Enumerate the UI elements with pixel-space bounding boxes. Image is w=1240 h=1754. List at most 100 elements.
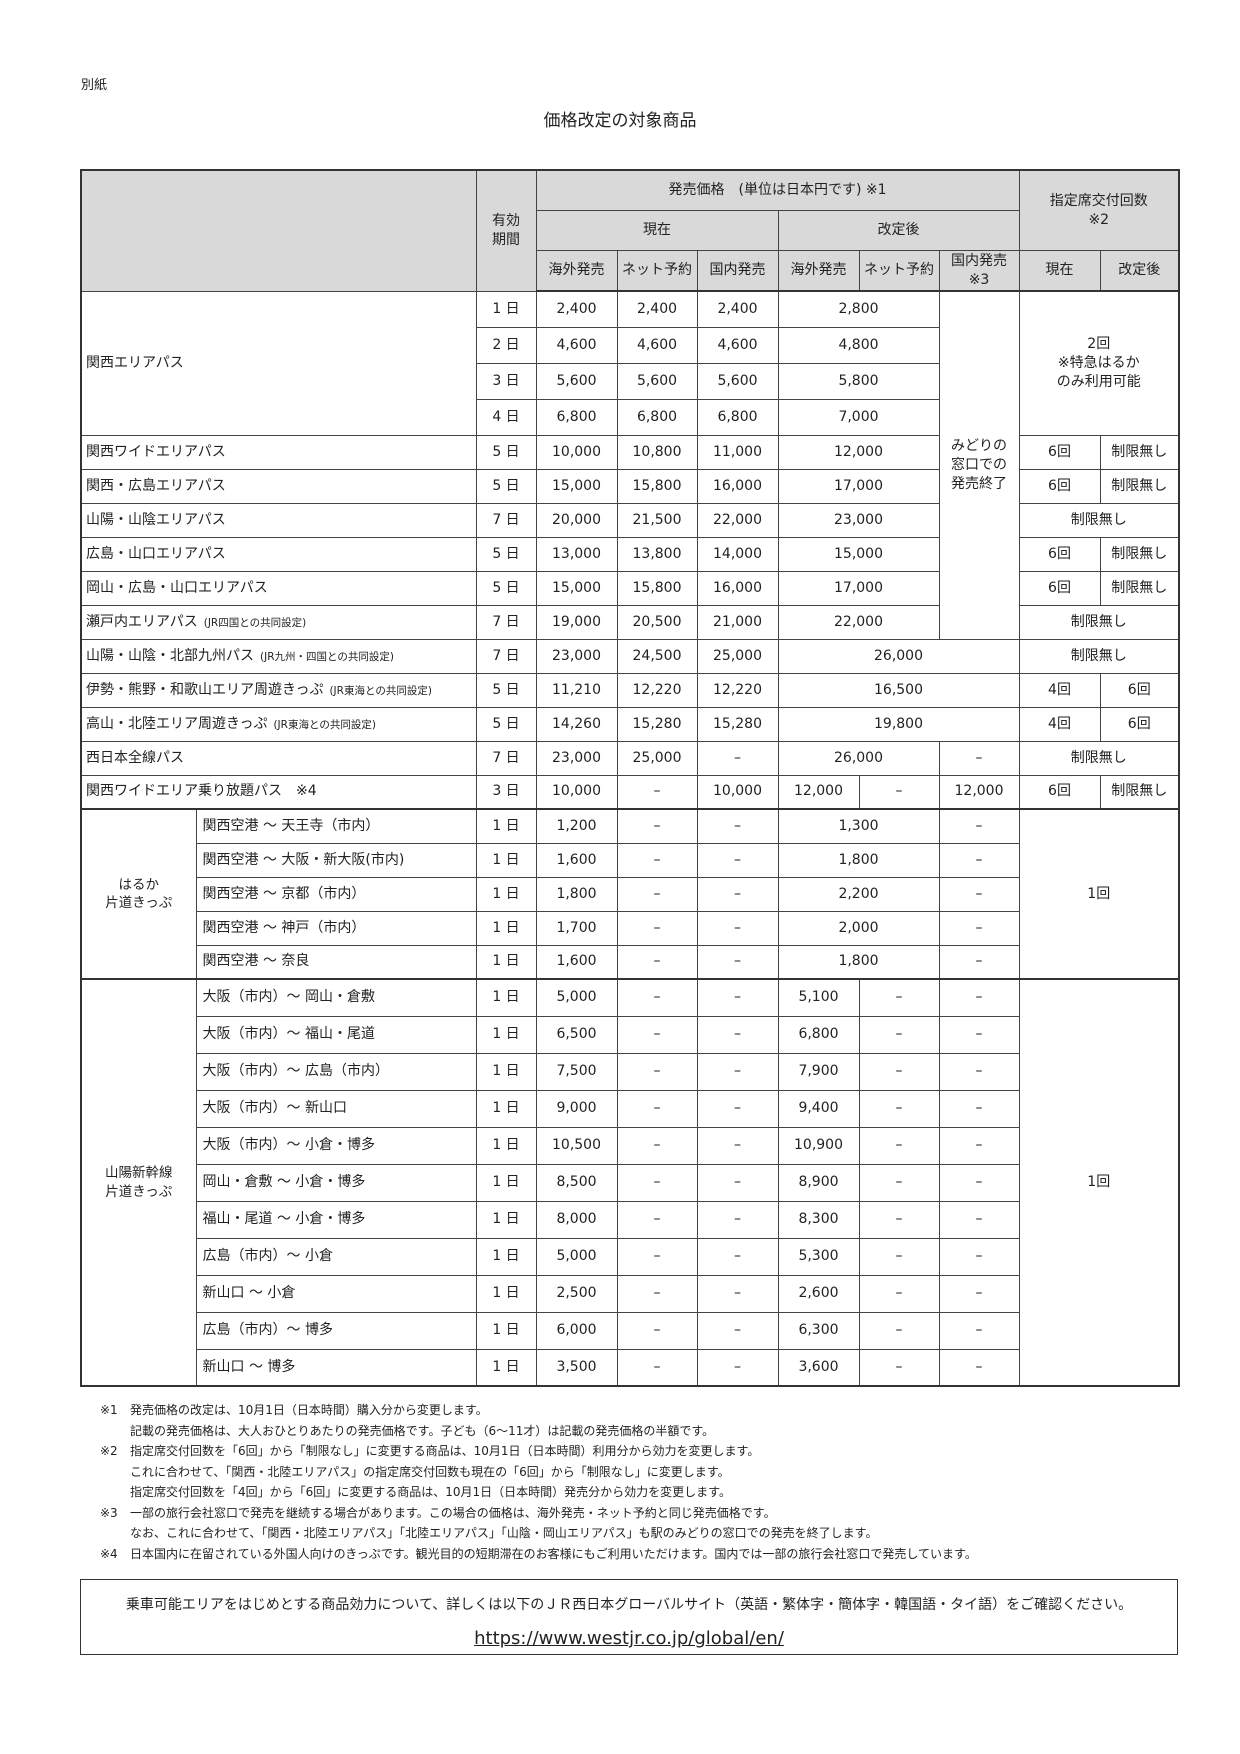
cell-text: 岡山・倉敷 ～ 小倉・博多 [202,1174,366,1191]
table-cell: – [696,1089,779,1128]
table-cell: – [938,876,1020,912]
table-row: 大阪（市内）～ 広島（市内） 1 日 7,500– –7,900– – [81,1052,1179,1091]
table-row: 関西空港 ～ 京都（市内） 1 日 1,800– –2,200– [81,876,1179,912]
table-cell: 制限無し [1018,604,1180,640]
cell-text: 福山・尾道 ～ 小倉・博多 [202,1211,366,1228]
table-row: 新山口 ～ 博多 1 日 3,500– –3,600– – [81,1348,1179,1387]
cell-text: 山陽新幹線 片道きっぷ [105,1165,173,1200]
cell-text: 山陽・山陰エリアパス [86,511,226,528]
table-cell: – [938,1089,1020,1128]
table-cell: 7,500 [535,1052,618,1091]
table-cell: 2回 ※特急はるか のみ利用可能 [1018,290,1180,436]
table-cell: 5,800 [777,362,940,400]
cell-text: 大阪（市内）～ 広島（市内） [202,1063,389,1080]
table-cell: 14,260 [535,706,618,742]
column-header: 国内発売 ※3 [938,250,1020,292]
table-cell: 5 日 [475,468,537,504]
table-cell: – [616,910,698,946]
table-row: 西日本全線パス 7 日 23,000 25,000–26,000– 制限無し [80,740,1180,776]
product-name: 山陽・山陰エリアパス [80,502,477,538]
table-cell: 8,900 [777,1163,860,1202]
route-name: 福山・尾道 ～ 小倉・博多 [195,1200,477,1239]
table-cell: 6回 [1099,672,1180,708]
column-header: ネット予約 [616,250,698,292]
table-cell: – [858,1274,940,1313]
table-cell: 2,400 [535,290,618,328]
cell-text: 関西・広島エリアパス [86,477,226,494]
table-cell: 5 日 [475,570,537,606]
table-cell: 1,800 [535,876,618,912]
shinkansen-section: 山陽新幹線 片道きっぷ 大阪（市内）～ 岡山・倉敷 1 日 5,000– –5,100–… [80,978,1180,1387]
table-cell: – [616,808,698,844]
table-cell: 26,000 [777,638,1020,674]
table-cell: – [696,1200,779,1239]
global-site-link[interactable]: https://www.westjr.co.jp/global/en/ [474,1628,784,1649]
table-cell: 4,600 [535,326,618,364]
table-cell: – [696,1311,779,1350]
table-cell: 13,000 [535,536,618,572]
table-cell: – [696,1163,779,1202]
table-cell: 10,900 [777,1126,860,1165]
table-cell: 25,000 [696,638,779,674]
footnote-text: 発売価格の改定は、10月1日（日本時間）購入分から変更します。 [130,1403,488,1417]
product-name: 広島・山口エリアパス [80,536,477,572]
table-row: 伊勢・熊野・和歌山エリア周遊きっぷ (JR東海との共同設定) 5 日 11,210 12… [80,672,1180,708]
column-header: 有効 期間 [475,169,537,292]
product-name: 山陽・山陰・北部九州パス (JR九州・四国との共同設定) [80,638,477,674]
table-cell: – [858,1163,940,1202]
table-cell: – [858,1126,940,1165]
table-cell: 7 日 [475,638,537,674]
table-cell: – [616,1200,698,1239]
column-header: 改定後 [1099,250,1180,292]
table-cell: 15,280 [616,706,698,742]
table-cell: 10,000 [535,434,618,470]
table-cell: 5 日 [475,536,537,572]
route-name: 大阪（市内）～ 小倉・博多 [195,1126,477,1165]
cell-text: 広島（市内）～ 博多 [202,1322,333,1339]
joint-setting-note: (JR四国との共同設定) [203,616,307,629]
column-header: 海外発売 [777,250,860,292]
table-cell: みどりの 窓口での 発売終了 [938,290,1020,640]
table-cell: 1,700 [535,910,618,946]
table-cell: – [938,1311,1020,1350]
footnote: ※3 一部の旅行会社窓口で発売を継続する場合があります。この場合の価格は、海外発売… [100,1503,977,1524]
table-cell: 16,000 [696,570,779,606]
info-box: 乗車可能エリアをはじめとする商品効力について、詳しくは以下のＪＲ西日本グローバル… [80,1579,1178,1655]
table-cell: 19,800 [777,706,1020,742]
table-cell: – [858,1015,940,1054]
table-cell: 制限無し [1018,740,1180,776]
table-cell: 5,100 [777,978,860,1017]
table-cell: 10,500 [535,1126,618,1165]
table-row: 大阪（市内）～ 小倉・博多 1 日 10,500– –10,900– – [81,1126,1179,1165]
route-name: 関西空港 ～ 天王寺（市内） [195,808,477,844]
table-cell: 26,000 [777,740,940,776]
table-cell: – [616,1015,698,1054]
table-cell: 9,000 [535,1089,618,1128]
product-name: 関西ワイドエリアパス [80,434,477,470]
cell-text: 関西空港 ～ 天王寺（市内） [202,817,380,834]
table-cell: 4,600 [696,326,779,364]
joint-setting-note: (JR東海との共同設定) [329,684,432,697]
table-cell: – [616,876,698,912]
route-name: 大阪（市内）～ 岡山・倉敷 [195,978,477,1017]
product-name: 関西ワイドエリア乗り放題パス ※4 [80,774,477,810]
table-cell: – [616,1237,698,1276]
table-cell: 3,600 [777,1348,860,1387]
table-cell: 17,000 [777,570,940,606]
table-row: 岡山・倉敷 ～ 小倉・博多 1 日 8,500– –8,900– – [81,1163,1179,1202]
table-cell: 5,600 [535,362,618,400]
table-row: 3 日 5,600 5,600 5,600 5,800 [81,362,1179,400]
table-cell: – [858,978,940,1017]
table-cell: 2,500 [535,1274,618,1313]
cell-text: 大阪（市内）～ 岡山・倉敷 [202,989,375,1006]
table-cell: 7 日 [475,740,537,776]
table-cell: 1 日 [475,1348,537,1387]
column-header [80,169,477,292]
table-cell: 10,000 [535,774,618,810]
table-cell: – [616,1348,698,1387]
footnotes: ※1 発売価格の改定は、10月1日（日本時間）購入分から変更します。 記載の発売価格… [100,1400,977,1564]
cell-text: はるか 片道きっぷ [105,876,173,911]
joint-setting-note: (JR東海との共同設定) [273,718,376,731]
footnote-marker: ※3 [100,1505,118,1520]
cell-text: 新山口 ～ 博多 [202,1358,296,1375]
